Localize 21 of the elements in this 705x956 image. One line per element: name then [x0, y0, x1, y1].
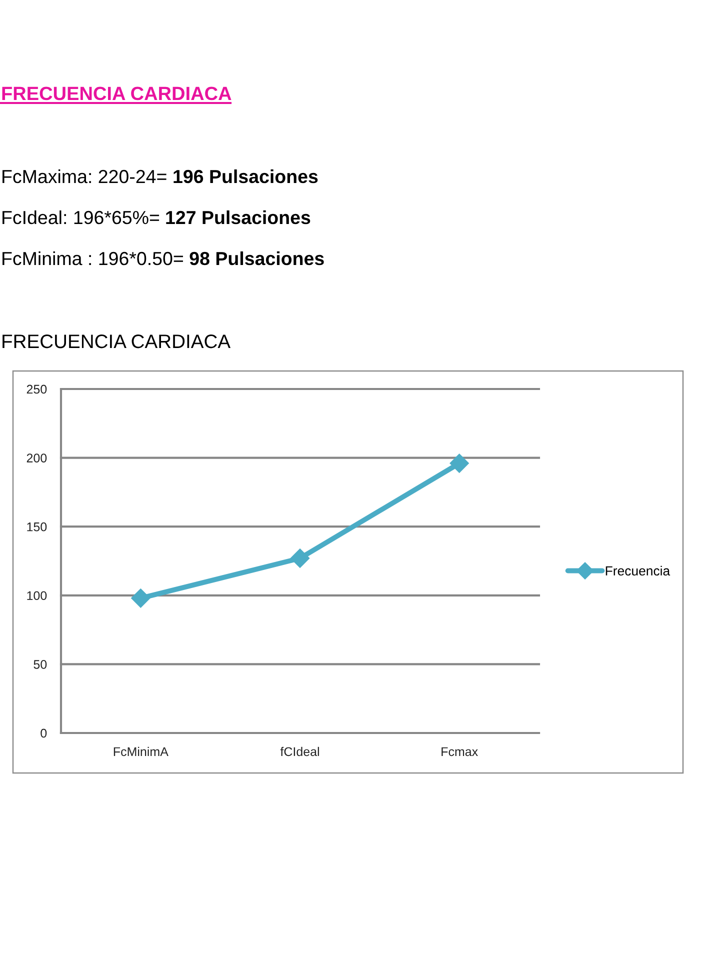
y-tick-label: 50	[34, 660, 47, 669]
chart-subtitle: FRECUENCIA CARDIACA	[2, 334, 231, 348]
y-tick-label: 200	[26, 454, 47, 462]
y-tick-label: 0	[40, 728, 47, 738]
x-tick-label: Fcmax	[442, 747, 478, 756]
point	[131, 588, 150, 608]
text: FcMinima : 196*0.50=	[2, 251, 183, 266]
x-tick-label: FcMinimA	[114, 746, 168, 756]
point	[450, 454, 469, 473]
text: FcIdeal: 196*65%=	[2, 210, 160, 224]
point	[290, 548, 310, 568]
y-tick-label: 100	[27, 591, 47, 600]
text: FcMaxima: 220-24=	[2, 169, 166, 184]
legend-label: Frecuencia	[606, 566, 670, 576]
text: 196 Pulsaciones	[174, 169, 318, 184]
text: 127 Pulsaciones	[166, 210, 310, 224]
text: 98 Pulsaciones	[190, 251, 324, 266]
chart-title: FRECUENCIA CARDIACA	[2, 86, 232, 100]
y-tick-label: 250	[26, 384, 47, 394]
y-tick-label: 150	[27, 522, 47, 532]
x-tick-label: fCIdeal	[280, 746, 319, 756]
